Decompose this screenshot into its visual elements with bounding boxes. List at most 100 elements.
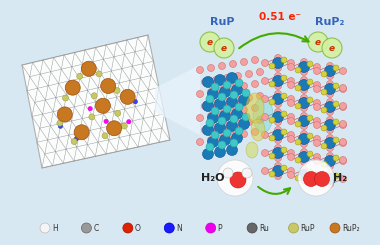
Circle shape	[95, 98, 111, 113]
Circle shape	[230, 172, 246, 188]
Circle shape	[339, 139, 347, 147]
Circle shape	[274, 119, 282, 125]
Circle shape	[256, 69, 263, 75]
Circle shape	[223, 74, 231, 82]
Circle shape	[274, 54, 282, 61]
Circle shape	[256, 93, 263, 99]
Circle shape	[321, 71, 327, 77]
Circle shape	[274, 155, 282, 161]
Ellipse shape	[246, 93, 264, 123]
Circle shape	[207, 112, 214, 120]
Circle shape	[65, 80, 80, 95]
FancyArrowPatch shape	[258, 187, 290, 194]
Circle shape	[230, 139, 238, 147]
Circle shape	[214, 38, 234, 58]
Circle shape	[223, 168, 233, 178]
Text: O: O	[135, 223, 141, 233]
Circle shape	[314, 82, 320, 88]
Circle shape	[326, 135, 334, 142]
Circle shape	[314, 86, 320, 93]
Text: e: e	[329, 44, 335, 53]
Circle shape	[269, 135, 275, 141]
Circle shape	[223, 81, 231, 89]
Circle shape	[295, 157, 301, 163]
Circle shape	[299, 98, 309, 109]
Circle shape	[235, 127, 243, 135]
Circle shape	[295, 85, 301, 91]
Circle shape	[269, 81, 275, 87]
Circle shape	[261, 77, 269, 85]
Circle shape	[295, 121, 301, 127]
Circle shape	[288, 118, 295, 124]
Circle shape	[226, 97, 238, 108]
Circle shape	[333, 137, 339, 143]
Circle shape	[326, 145, 334, 151]
Circle shape	[307, 61, 313, 67]
Circle shape	[325, 173, 336, 184]
Circle shape	[274, 109, 282, 115]
Circle shape	[325, 101, 336, 112]
Circle shape	[288, 113, 295, 121]
Circle shape	[218, 117, 226, 125]
Circle shape	[223, 105, 231, 113]
Circle shape	[261, 168, 269, 174]
Circle shape	[314, 154, 320, 160]
Circle shape	[321, 161, 327, 167]
Circle shape	[308, 32, 328, 52]
Circle shape	[307, 115, 313, 121]
Circle shape	[288, 132, 295, 138]
Circle shape	[272, 130, 283, 140]
Text: e: e	[221, 44, 227, 53]
Circle shape	[212, 76, 220, 84]
Circle shape	[326, 126, 334, 134]
Circle shape	[321, 89, 327, 95]
Circle shape	[247, 223, 257, 233]
Circle shape	[220, 110, 231, 122]
Circle shape	[274, 136, 282, 144]
Circle shape	[314, 99, 320, 107]
Circle shape	[74, 125, 89, 140]
Circle shape	[272, 147, 283, 159]
Circle shape	[206, 223, 216, 233]
Circle shape	[241, 107, 247, 113]
Circle shape	[242, 113, 250, 121]
Text: RuP₂: RuP₂	[342, 223, 359, 233]
Circle shape	[288, 223, 299, 233]
Circle shape	[326, 81, 334, 87]
Text: Ru: Ru	[259, 223, 269, 233]
Circle shape	[201, 102, 209, 110]
Circle shape	[274, 172, 282, 180]
Circle shape	[295, 175, 301, 181]
Circle shape	[230, 85, 236, 91]
Circle shape	[218, 62, 225, 70]
Circle shape	[325, 120, 336, 131]
Circle shape	[301, 105, 307, 111]
Circle shape	[57, 120, 63, 126]
Circle shape	[288, 172, 295, 179]
Circle shape	[245, 119, 252, 125]
Circle shape	[203, 100, 214, 111]
Circle shape	[301, 148, 307, 156]
Circle shape	[102, 133, 108, 139]
Circle shape	[217, 160, 253, 196]
Circle shape	[214, 122, 225, 134]
Circle shape	[201, 78, 209, 86]
Circle shape	[301, 167, 307, 173]
Circle shape	[272, 94, 283, 105]
Circle shape	[326, 162, 334, 170]
Circle shape	[301, 159, 307, 166]
Circle shape	[77, 73, 83, 79]
Circle shape	[226, 73, 238, 84]
Circle shape	[272, 58, 283, 69]
Text: N: N	[176, 223, 182, 233]
Circle shape	[218, 86, 225, 94]
Circle shape	[325, 65, 336, 76]
Circle shape	[230, 133, 236, 139]
Text: P: P	[218, 223, 222, 233]
Circle shape	[322, 38, 342, 58]
Circle shape	[288, 149, 295, 157]
Circle shape	[326, 98, 334, 106]
Text: RuP₂: RuP₂	[315, 17, 345, 27]
Circle shape	[288, 77, 295, 85]
Circle shape	[207, 136, 218, 147]
